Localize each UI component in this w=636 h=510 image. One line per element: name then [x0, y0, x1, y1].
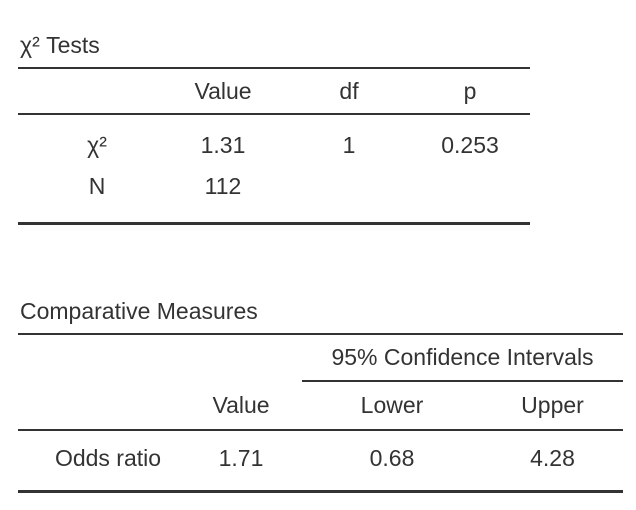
table-title-comparative-measures: Comparative Measures	[20, 298, 258, 324]
spanner-spacer	[18, 334, 302, 381]
spanner-row: 95% Confidence Intervals	[18, 334, 624, 382]
cell-upper: 4.28	[530, 445, 575, 471]
row-label: χ²	[87, 132, 107, 158]
comparative-measures-block: Comparative Measures 95% Confidence Inte…	[18, 297, 636, 493]
confidence-intervals-spanner: 95% Confidence Intervals	[302, 334, 624, 382]
row-label: Odds ratio	[54, 445, 162, 471]
col-header-p: p	[410, 68, 530, 115]
cell-value: 1.31	[200, 132, 246, 158]
header-row: Value Lower Upper	[18, 381, 624, 431]
cell-value: 112	[204, 173, 242, 199]
cell-lower: 0.68	[369, 445, 415, 471]
chi-square-tests-block: χ² Tests Value df p χ² 1.31	[18, 31, 636, 225]
col-header-upper: Upper	[482, 381, 624, 431]
row-label: N	[88, 173, 106, 199]
col-header-lower: Lower	[302, 381, 482, 431]
cell-df: 1	[342, 132, 356, 158]
table-row-chi-square: χ² 1.31 1 0.253	[18, 114, 530, 166]
col-header-value: Value	[158, 68, 288, 115]
cell-p: 0.253	[441, 132, 499, 158]
corner-header	[18, 68, 158, 115]
col-header-df: df	[288, 68, 410, 115]
table-row-odds-ratio: Odds ratio 1.71 0.68 4.28	[18, 430, 623, 492]
cell-df	[288, 166, 410, 224]
results-panel: χ² Tests Value df p χ² 1.31	[18, 31, 636, 493]
chi-square-table: Value df p χ² 1.31 1 0.253 N 112	[18, 67, 530, 225]
header-row: Value df p	[18, 68, 530, 115]
cell-p	[410, 166, 530, 224]
corner-header	[18, 381, 180, 431]
comparative-measures-table: 95% Confidence Intervals Value Lower Upp…	[18, 333, 624, 493]
table-row-n: N 112	[18, 166, 530, 224]
col-header-value: Value	[180, 381, 302, 431]
table-title-chi-square: χ² Tests	[20, 32, 100, 58]
cell-value: 1.71	[218, 445, 264, 471]
